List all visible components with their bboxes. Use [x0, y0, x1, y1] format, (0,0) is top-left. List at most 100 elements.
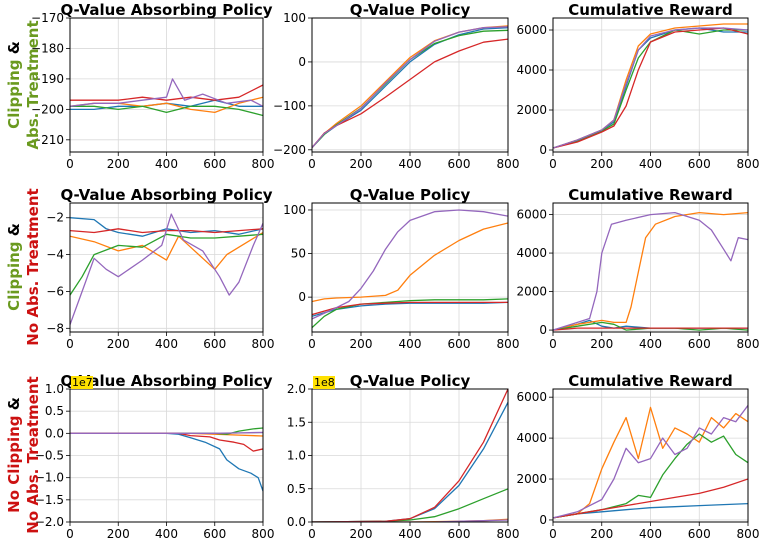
- y-tick-label: 0.5: [287, 482, 306, 496]
- row-label-3: No Clipping & No Abs. Treatment: [5, 376, 42, 533]
- y-tick-label: 100: [283, 11, 306, 25]
- series-line-blue: [70, 217, 263, 237]
- panel-title: Q-Value Policy: [350, 186, 471, 204]
- x-tick-label: 0: [66, 157, 74, 171]
- series-line-red: [553, 327, 748, 331]
- panel-title: Q-Value Absorbing Policy: [60, 372, 272, 390]
- y-tick-label: −0.5: [35, 449, 64, 463]
- panel-r0c0: Q-Value Absorbing Policy 0 200 400 600 800 −17…: [31, 1, 274, 171]
- x-tick-label: 600: [203, 157, 226, 171]
- x-tick-label: 600: [203, 337, 226, 351]
- series-line-purple: [70, 431, 263, 434]
- series-line-green: [70, 233, 263, 296]
- x-tick-label: 400: [639, 337, 662, 351]
- y-tick-label: 0: [539, 323, 547, 337]
- row-label-segment: Abs. Treatment: [24, 20, 42, 149]
- x-tick-label: 800: [252, 337, 275, 351]
- y-tick-label: 100: [283, 203, 306, 217]
- row-label-segment: No Abs. Treatment: [24, 376, 42, 533]
- row-label-1: Clipping & Abs. Treatment: [5, 20, 42, 149]
- x-tick-label: 800: [252, 527, 275, 541]
- x-tick-label: 200: [590, 337, 613, 351]
- y-tick-label: −100: [273, 99, 306, 113]
- x-tick-label: 400: [399, 527, 422, 541]
- x-tick-label: 600: [203, 527, 226, 541]
- series-line-blue: [553, 502, 748, 519]
- panel-r1c2: Cumulative Reward 0 200 400 600 800 6000 4000 20…: [516, 186, 759, 351]
- x-tick-label: 200: [107, 337, 130, 351]
- y-tick-label: −170: [31, 11, 64, 25]
- x-tick-label: 800: [497, 337, 520, 351]
- y-tick-label: 2000: [516, 103, 547, 117]
- x-tick-label: 200: [107, 157, 130, 171]
- x-tick-label: 600: [688, 337, 711, 351]
- panel-title: Cumulative Reward: [568, 186, 733, 204]
- x-tick-label: 200: [350, 337, 373, 351]
- y-tick-label: 4000: [516, 63, 547, 77]
- row-label-line: Abs. Treatment: [24, 20, 42, 149]
- scale-highlight: [313, 376, 335, 389]
- row-label-segment: Clipping: [5, 241, 23, 310]
- row-label-line: Clipping &: [5, 223, 23, 311]
- x-tick-label: 400: [155, 337, 178, 351]
- axes-frame: [311, 202, 509, 333]
- series-line-green: [312, 298, 508, 329]
- series-line-purple: [553, 27, 748, 149]
- x-tick-label: 600: [448, 527, 471, 541]
- series-line-red: [312, 301, 508, 316]
- y-tick-label: −210: [31, 133, 64, 147]
- axes-frame: [552, 202, 749, 333]
- row-label-segment: &: [5, 223, 23, 241]
- series-line-green: [70, 105, 263, 117]
- row-label-segment: No Abs. Treatment: [24, 188, 42, 345]
- y-tick-label: 1.0: [287, 449, 306, 463]
- x-tick-label: 600: [688, 157, 711, 171]
- y-tick-label: 0: [539, 513, 547, 527]
- axes-frame: [311, 388, 509, 523]
- panel-title: Cumulative Reward: [568, 372, 733, 390]
- y-tick-label: 50: [291, 247, 306, 261]
- series-line-orange: [553, 211, 748, 331]
- y-tick-label: 0.0: [45, 426, 64, 440]
- y-tick-label: −6: [46, 284, 64, 298]
- x-tick-label: 0: [549, 157, 557, 171]
- series-line-red: [553, 478, 748, 519]
- panel-title: Q-Value Absorbing Policy: [60, 186, 272, 204]
- x-tick-label: 0: [308, 157, 316, 171]
- x-tick-label: 800: [497, 527, 520, 541]
- axes-frame: [311, 17, 509, 153]
- y-tick-label: −1.5: [35, 493, 64, 507]
- series-line-orange: [553, 406, 748, 519]
- x-tick-label: 200: [350, 527, 373, 541]
- y-tick-label: 2000: [516, 472, 547, 486]
- series-line-red: [553, 27, 748, 149]
- x-tick-label: 0: [549, 337, 557, 351]
- series-line-purple: [553, 211, 748, 331]
- y-tick-label: 4000: [516, 431, 547, 445]
- panel-r2c0: Q-Value Absorbing Policy 0 200 400 600 800 1.0…: [35, 372, 275, 541]
- x-tick-label: 800: [497, 157, 520, 171]
- y-tick-label: 6000: [516, 208, 547, 222]
- scale-offset-label: 1e8: [314, 376, 335, 389]
- y-tick-label: −2.0: [35, 515, 64, 529]
- y-tick-label: −180: [31, 41, 64, 55]
- series-line-purple: [312, 26, 508, 149]
- series-line-purple: [553, 405, 748, 519]
- y-tick-label: 0: [298, 290, 306, 304]
- panel-r2c1: Q-Value Policy 0 200 400 600 800 2.0 1.5 1.0 0.5 0…: [287, 372, 520, 541]
- x-tick-label: 0: [308, 527, 316, 541]
- x-tick-label: 800: [737, 157, 760, 171]
- x-tick-label: 400: [639, 157, 662, 171]
- series-line-red: [70, 84, 263, 101]
- x-tick-label: 400: [155, 527, 178, 541]
- y-tick-label: 1.5: [287, 415, 306, 429]
- x-tick-label: 200: [590, 157, 613, 171]
- y-tick-label: −2: [46, 211, 64, 225]
- axes-frame: [69, 202, 264, 333]
- panel-r1c1: Q-Value Policy 0 200 400 600 800 100 50 0: [283, 186, 519, 351]
- axes-frame: [552, 388, 749, 523]
- x-tick-label: 0: [549, 527, 557, 541]
- series-line-purple: [312, 519, 508, 522]
- x-tick-label: 800: [252, 157, 275, 171]
